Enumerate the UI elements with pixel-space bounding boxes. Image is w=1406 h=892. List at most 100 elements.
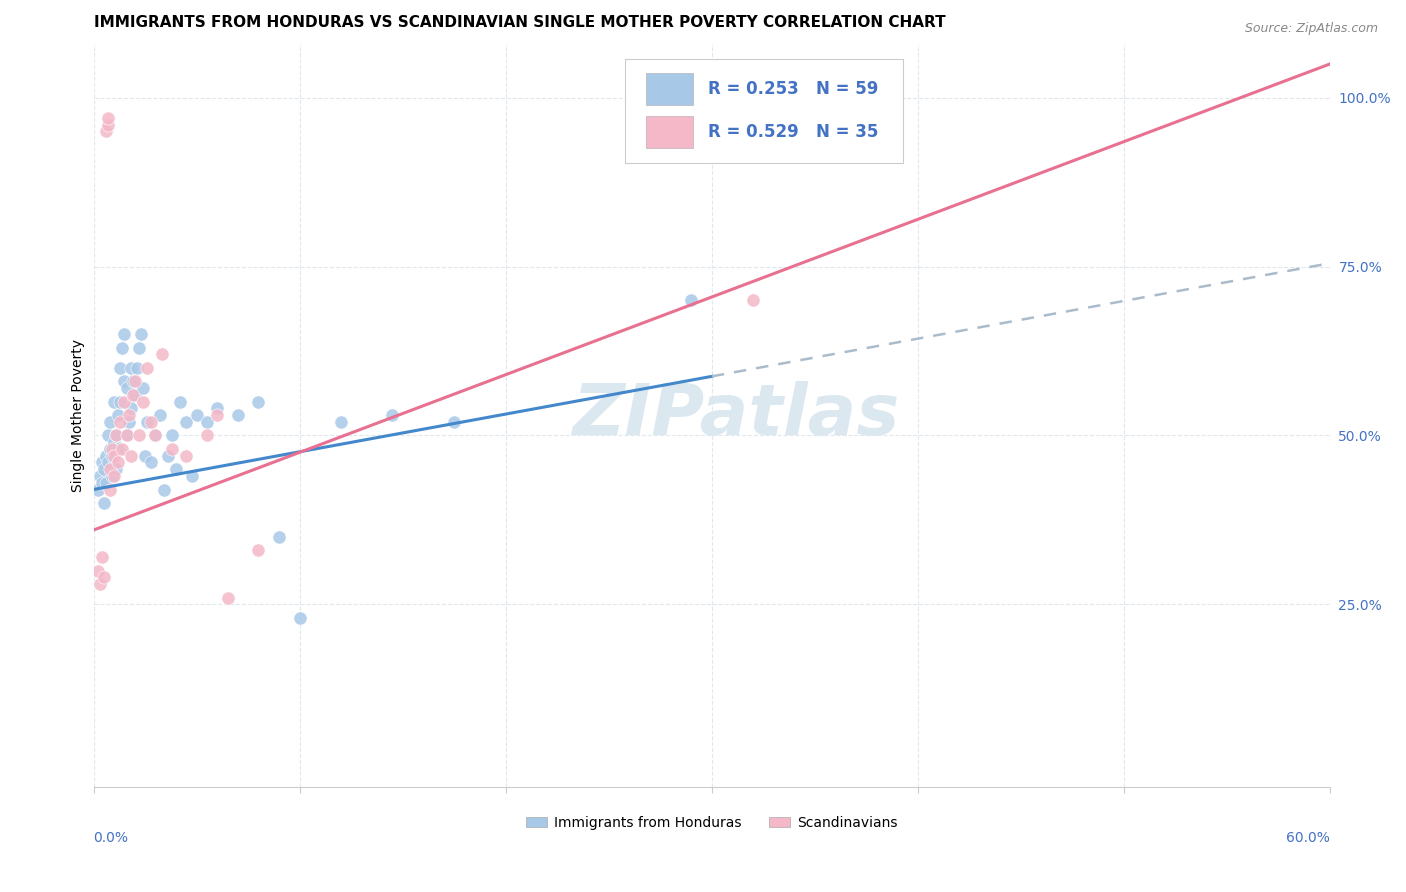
Point [186,408,208,422]
Point [103,449,125,463]
Point [132,381,155,395]
Point [134,449,156,463]
Point [247,394,270,409]
Point [107,455,129,469]
Point [101,449,124,463]
Point [169,394,191,409]
Point [681,293,703,308]
Point [93,462,115,476]
Point [124,375,146,389]
Point [195,415,218,429]
Point [217,591,239,605]
Point [128,428,150,442]
Point [125,360,148,375]
Point [742,293,765,308]
Point [145,428,167,442]
Point [110,360,132,375]
Legend: Immigrants from Honduras, Scandinavians: Immigrants from Honduras, Scandinavians [520,811,903,836]
Point [160,442,183,456]
Point [176,415,198,429]
Point [181,469,204,483]
Point [105,428,128,442]
Point [90,475,112,490]
Point [205,408,228,422]
Point [103,435,125,450]
FancyBboxPatch shape [647,116,693,148]
Point [93,570,115,584]
Point [329,415,352,429]
Point [98,462,121,476]
Text: R = 0.253   N = 59: R = 0.253 N = 59 [709,80,879,98]
Point [103,469,125,483]
Point [121,388,143,402]
Point [90,550,112,565]
Point [381,408,404,422]
Point [141,415,163,429]
Point [132,394,155,409]
Point [86,483,108,497]
Point [148,408,170,422]
Text: Source: ZipAtlas.com: Source: ZipAtlas.com [1244,22,1378,36]
Point [110,394,132,409]
Point [226,408,249,422]
Point [117,408,139,422]
Text: R = 0.529   N = 35: R = 0.529 N = 35 [709,123,879,141]
Point [136,415,159,429]
Point [120,360,142,375]
Point [129,327,152,342]
Point [107,442,129,456]
FancyBboxPatch shape [626,59,904,162]
Point [105,428,128,442]
Point [156,449,179,463]
Point [98,442,121,456]
Point [160,428,183,442]
Y-axis label: Single Mother Poverty: Single Mother Poverty [72,339,86,491]
Point [115,428,138,442]
Point [150,347,173,361]
Point [114,375,136,389]
Point [120,401,142,416]
Point [94,475,117,490]
Point [97,118,120,132]
Point [124,388,146,402]
Point [141,455,163,469]
Point [152,483,174,497]
Point [110,415,132,429]
Point [93,496,115,510]
Point [86,564,108,578]
Point [97,428,120,442]
Point [120,449,142,463]
Point [115,381,138,395]
Point [195,428,218,442]
Point [115,428,138,442]
Text: ZIPatlas: ZIPatlas [572,381,900,450]
Point [111,442,134,456]
Point [176,449,198,463]
Point [101,469,124,483]
Point [205,401,228,416]
Point [117,415,139,429]
Point [98,483,121,497]
Point [111,341,134,355]
Text: IMMIGRANTS FROM HONDURAS VS SCANDINAVIAN SINGLE MOTHER POVERTY CORRELATION CHART: IMMIGRANTS FROM HONDURAS VS SCANDINAVIAN… [94,15,945,30]
Point [89,577,111,591]
Point [103,394,125,409]
FancyBboxPatch shape [647,72,693,105]
Point [145,428,167,442]
Point [165,462,187,476]
Point [97,111,120,125]
Point [114,327,136,342]
Point [128,341,150,355]
Point [90,455,112,469]
Point [107,408,129,422]
Point [114,394,136,409]
Point [288,611,311,625]
Text: 0.0%: 0.0% [94,830,128,845]
Point [443,415,465,429]
Point [105,462,128,476]
Point [94,124,117,138]
Point [101,442,124,456]
Point [247,543,270,558]
Point [94,449,117,463]
Point [121,375,143,389]
